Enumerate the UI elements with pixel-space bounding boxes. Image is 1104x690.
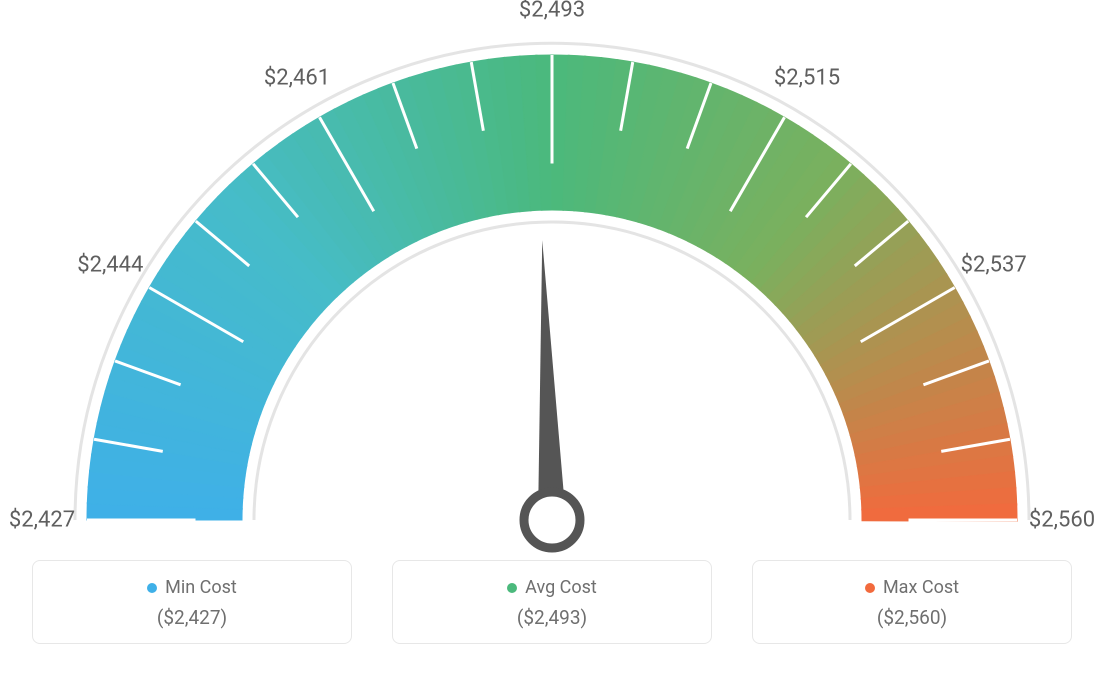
gauge-chart: $2,427 $2,444 $2,461 $2,493 $2,515 $2,537 $2,5… — [0, 0, 1104, 560]
gauge-tick-label: $2,444 — [77, 253, 143, 278]
gauge-tick-label: $2,461 — [264, 66, 330, 91]
gauge-svg — [0, 0, 1104, 560]
legend-title-row: Avg Cost — [403, 577, 701, 598]
legend-card-min: Min Cost ($2,427) — [32, 560, 352, 644]
legend-value-avg: ($2,493) — [403, 606, 701, 629]
gauge-tick-label: $2,493 — [519, 0, 585, 23]
gauge-tick-label: $2,515 — [774, 66, 840, 91]
dot-min — [147, 583, 157, 593]
legend-title-row: Max Cost — [763, 577, 1061, 598]
gauge-needle-hub — [524, 492, 580, 548]
dot-max — [865, 583, 875, 593]
gauge-needle — [538, 240, 566, 520]
legend-row: Min Cost ($2,427) Avg Cost ($2,493) Max … — [0, 560, 1104, 664]
legend-title-max: Max Cost — [883, 577, 959, 598]
legend-card-max: Max Cost ($2,560) — [752, 560, 1072, 644]
legend-card-avg: Avg Cost ($2,493) — [392, 560, 712, 644]
gauge-tick-label: $2,560 — [1029, 508, 1095, 533]
legend-title-row: Min Cost — [43, 577, 341, 598]
legend-value-max: ($2,560) — [763, 606, 1061, 629]
dot-avg — [507, 583, 517, 593]
legend-value-min: ($2,427) — [43, 606, 341, 629]
legend-title-min: Min Cost — [165, 577, 237, 598]
legend-title-avg: Avg Cost — [525, 577, 597, 598]
gauge-tick-label: $2,537 — [961, 253, 1027, 278]
gauge-tick-label: $2,427 — [9, 508, 75, 533]
